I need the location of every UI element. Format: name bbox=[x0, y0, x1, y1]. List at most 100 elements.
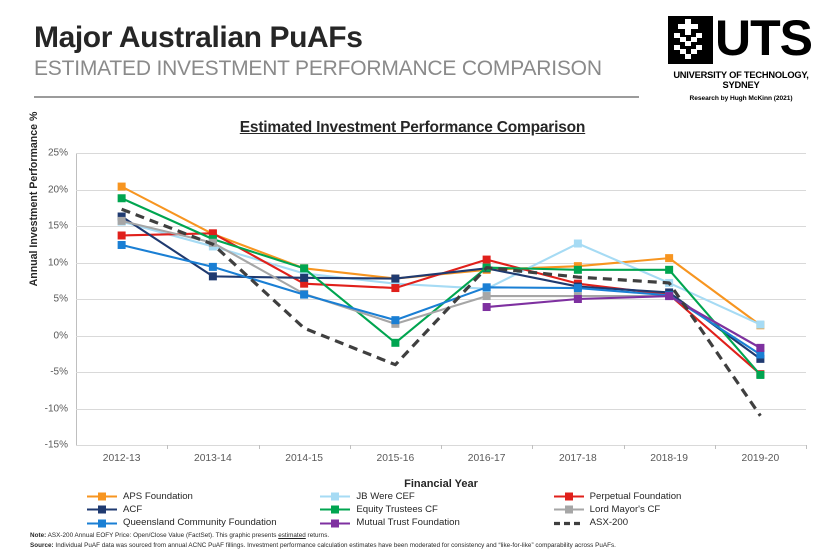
legend-item[interactable]: ASX-200 bbox=[553, 517, 786, 530]
data-point-marker bbox=[117, 240, 126, 249]
legend-item[interactable]: APS Foundation bbox=[86, 490, 319, 503]
legend-item[interactable]: Mutual Trust Foundation bbox=[319, 517, 552, 530]
legend-label: ACF bbox=[123, 504, 143, 516]
legend-swatch bbox=[86, 518, 118, 529]
y-tick-label: 15% bbox=[47, 220, 68, 232]
gridline bbox=[76, 372, 806, 373]
data-point-marker bbox=[391, 284, 400, 293]
gridline bbox=[76, 262, 806, 264]
legend-label: Equity Trustees CF bbox=[356, 504, 438, 516]
data-point-marker bbox=[482, 292, 491, 301]
legend-label: ASX-200 bbox=[589, 517, 629, 529]
page-subtitle: ESTIMATED INVESTMENT PERFORMANCE COMPARI… bbox=[34, 56, 602, 80]
data-point-marker bbox=[391, 316, 400, 325]
data-point-marker bbox=[756, 370, 765, 379]
legend-item[interactable]: Queensland Community Foundation bbox=[86, 517, 319, 530]
legend-swatch bbox=[86, 504, 118, 515]
page-title: Major Australian PuAFs bbox=[34, 21, 363, 54]
uts-research-credit: Research by Hugh McKinn (2021) bbox=[689, 95, 793, 102]
series-line bbox=[486, 295, 761, 349]
x-tick-label: 2017-18 bbox=[558, 453, 597, 464]
series-line bbox=[121, 243, 761, 356]
data-point-marker bbox=[300, 273, 309, 282]
data-point-marker bbox=[300, 290, 309, 299]
data-point-marker bbox=[208, 229, 217, 238]
series-asx-200 bbox=[121, 207, 762, 417]
x-tick-label: 2016-17 bbox=[467, 453, 506, 464]
data-point-marker bbox=[117, 231, 126, 240]
footnote-note-text-b: returns. bbox=[305, 532, 330, 539]
legend-swatch bbox=[553, 518, 585, 529]
data-point-marker bbox=[482, 303, 491, 312]
legend-label: APS Foundation bbox=[123, 490, 193, 502]
legend-swatch bbox=[553, 491, 585, 502]
x-tick-mark bbox=[623, 445, 625, 449]
data-point-marker bbox=[208, 262, 217, 271]
data-point-marker bbox=[756, 350, 765, 359]
legend-item[interactable]: Perpetual Foundation bbox=[553, 490, 786, 503]
legend-swatch bbox=[319, 518, 351, 529]
legend-item[interactable]: Equity Trustees CF bbox=[319, 503, 552, 516]
series-plot bbox=[117, 182, 765, 417]
title-divider bbox=[34, 96, 639, 98]
x-tick-label: 2014-15 bbox=[285, 453, 324, 464]
data-point-marker bbox=[756, 343, 765, 352]
footnote-note-label: Note: bbox=[30, 532, 47, 539]
gridline bbox=[76, 299, 806, 300]
legend-item[interactable]: ACF bbox=[86, 503, 319, 516]
data-point-marker bbox=[300, 279, 309, 288]
y-tick-label: -5% bbox=[50, 366, 68, 378]
y-axis-title: Annual Investment Performance % bbox=[28, 111, 40, 287]
footnotes: Note: ASX-200 Annual EOFY Price: Open/Cl… bbox=[30, 531, 820, 551]
footnote-source: Source: Individual PuAF data was sourced… bbox=[30, 541, 820, 551]
series-line bbox=[121, 215, 761, 360]
x-tick-mark bbox=[167, 445, 169, 449]
x-tick-label: 2012-13 bbox=[102, 453, 141, 464]
uts-university-line: UNIVERSITY OF TECHNOLOGY, SYDNEY bbox=[673, 70, 809, 90]
y-tick-label: 5% bbox=[53, 293, 68, 305]
gridline bbox=[76, 226, 806, 227]
series-line bbox=[121, 197, 762, 376]
data-point-marker bbox=[300, 269, 309, 278]
x-tick-label: 2013-14 bbox=[193, 453, 232, 464]
gridline bbox=[76, 408, 806, 410]
title-block: Major Australian PuAFs ESTIMATED INVESTM… bbox=[34, 22, 644, 80]
data-point-marker bbox=[117, 216, 126, 225]
data-point-marker bbox=[117, 182, 126, 191]
gridline bbox=[76, 335, 806, 337]
data-point-marker bbox=[300, 264, 309, 273]
x-tick-mark bbox=[806, 445, 807, 449]
y-tick-label: -15% bbox=[44, 439, 68, 451]
y-tick-label: 20% bbox=[47, 184, 68, 195]
chart-legend: APS Foundation JB Were CEF Perpetual Found… bbox=[86, 490, 786, 528]
legend-swatch bbox=[319, 504, 351, 515]
uts-crest-icon bbox=[668, 16, 713, 64]
x-tick-mark bbox=[441, 445, 442, 449]
x-tick-label: 2018-19 bbox=[650, 453, 689, 464]
legend-label: JB Were CEF bbox=[356, 490, 415, 502]
data-point-marker bbox=[117, 194, 126, 203]
x-tick-mark bbox=[258, 445, 260, 449]
data-point-marker bbox=[756, 354, 765, 363]
footnote-note-emphasis: estimated bbox=[278, 532, 306, 539]
y-tick-label: 25% bbox=[47, 147, 68, 159]
data-point-marker bbox=[117, 212, 126, 221]
x-tick-mark bbox=[532, 445, 534, 449]
chart-title: Estimated Investment Performance Compari… bbox=[239, 119, 586, 136]
uts-wordmark: UTS bbox=[715, 10, 813, 66]
series-mutual-trust-foundation bbox=[482, 292, 765, 352]
footnote-source-label: Source: bbox=[30, 542, 54, 550]
y-tick-label: -10% bbox=[44, 403, 68, 414]
legend-item[interactable]: JB Were CEF bbox=[319, 490, 552, 503]
footnote-note-text-a: ASX-200 Annual EOFY Price: Open/Close Va… bbox=[46, 532, 279, 539]
plot-area: Annual Investment Performance % 25% 20% 15… bbox=[28, 112, 807, 490]
data-point-marker bbox=[573, 239, 582, 248]
series-line bbox=[121, 207, 762, 417]
gridline bbox=[76, 153, 806, 154]
x-tick-label: 2015-16 bbox=[376, 453, 415, 464]
data-point-marker bbox=[573, 295, 582, 303]
legend-item[interactable]: Lord Mayor's CF bbox=[553, 503, 786, 516]
footnote-source-text: Individual PuAF data was sourced from an… bbox=[53, 542, 616, 550]
data-point-marker bbox=[391, 338, 400, 347]
data-point-marker bbox=[665, 254, 674, 263]
